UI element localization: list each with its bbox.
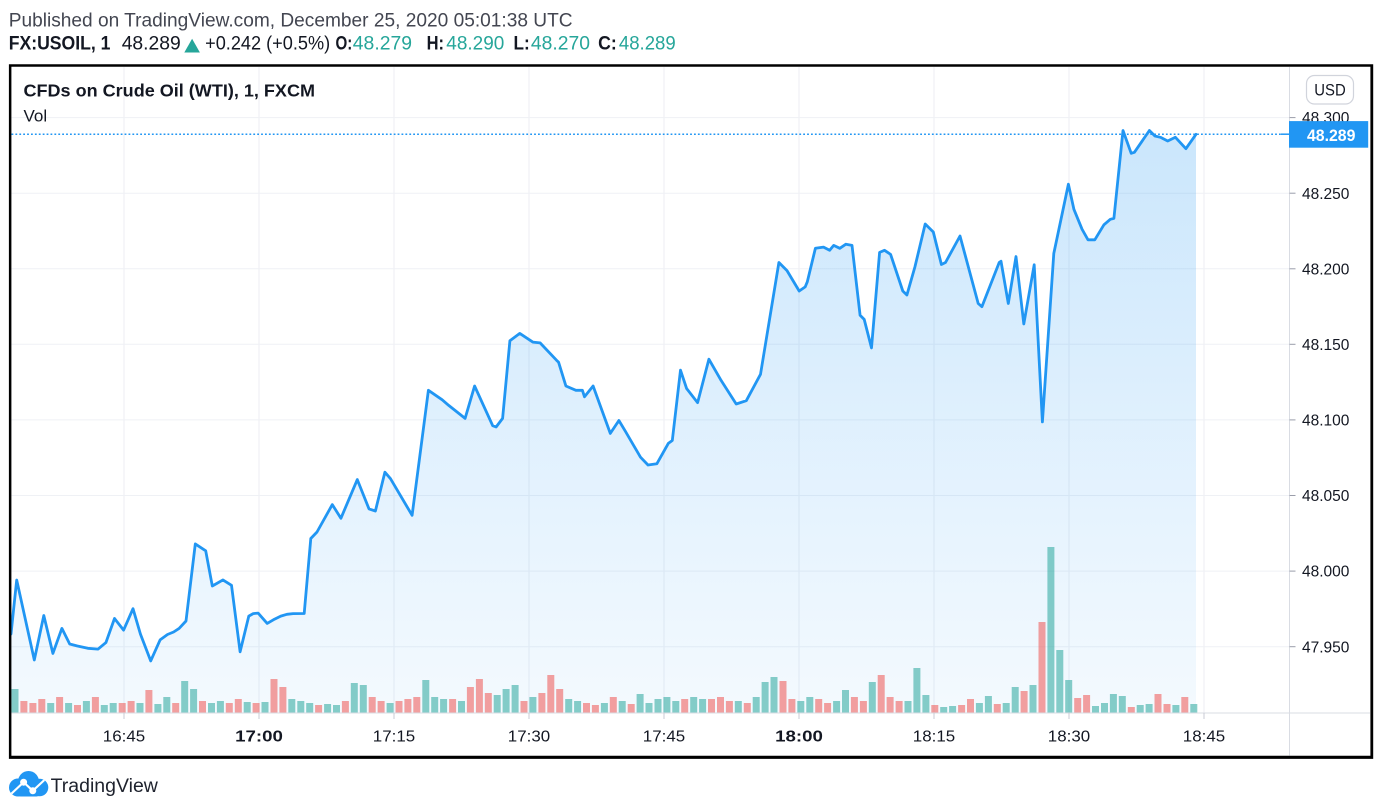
svg-text:48.289: 48.289 — [619, 33, 676, 55]
svg-text:17:30: 17:30 — [508, 729, 551, 746]
svg-text:48.279: 48.279 — [353, 33, 412, 55]
svg-text:USD: USD — [1314, 81, 1345, 100]
svg-text:H:: H: — [427, 33, 444, 55]
svg-text:18:45: 18:45 — [1183, 729, 1225, 746]
svg-text:48.150: 48.150 — [1302, 337, 1350, 354]
svg-text:47.950: 47.950 — [1302, 639, 1350, 656]
svg-text:CFDs on Crude Oil (WTI), 1, FX: CFDs on Crude Oil (WTI), 1, FXCM — [24, 81, 316, 101]
svg-text:17:00: 17:00 — [235, 729, 283, 746]
svg-text:C:: C: — [598, 33, 617, 55]
svg-text:TradingView: TradingView — [51, 776, 159, 797]
svg-text:18:15: 18:15 — [913, 729, 955, 746]
svg-text:O:: O: — [336, 33, 353, 55]
svg-text:17:45: 17:45 — [643, 729, 685, 746]
svg-text:L:: L: — [514, 33, 530, 55]
svg-text:48.270: 48.270 — [531, 33, 590, 55]
svg-text:Published on TradingView.com,: Published on TradingView.com, December 2… — [9, 9, 573, 31]
svg-text:FX:USOIL, 1: FX:USOIL, 1 — [9, 33, 111, 55]
svg-text:+0.242 (+0.5%): +0.242 (+0.5%) — [205, 33, 330, 55]
svg-text:48.000: 48.000 — [1302, 564, 1350, 581]
svg-text:48.250: 48.250 — [1302, 186, 1350, 203]
svg-text:17:15: 17:15 — [373, 729, 415, 746]
svg-text:18:00: 18:00 — [775, 729, 823, 746]
svg-text:Vol: Vol — [24, 107, 48, 126]
svg-text:18:30: 18:30 — [1048, 729, 1091, 746]
svg-text:48.289: 48.289 — [1307, 126, 1355, 145]
svg-text:48.289: 48.289 — [122, 33, 181, 55]
svg-text:48.100: 48.100 — [1302, 413, 1350, 430]
svg-text:48.290: 48.290 — [446, 33, 504, 55]
svg-text:16:45: 16:45 — [103, 729, 145, 746]
svg-text:48.050: 48.050 — [1302, 488, 1350, 505]
svg-text:48.200: 48.200 — [1302, 261, 1350, 278]
